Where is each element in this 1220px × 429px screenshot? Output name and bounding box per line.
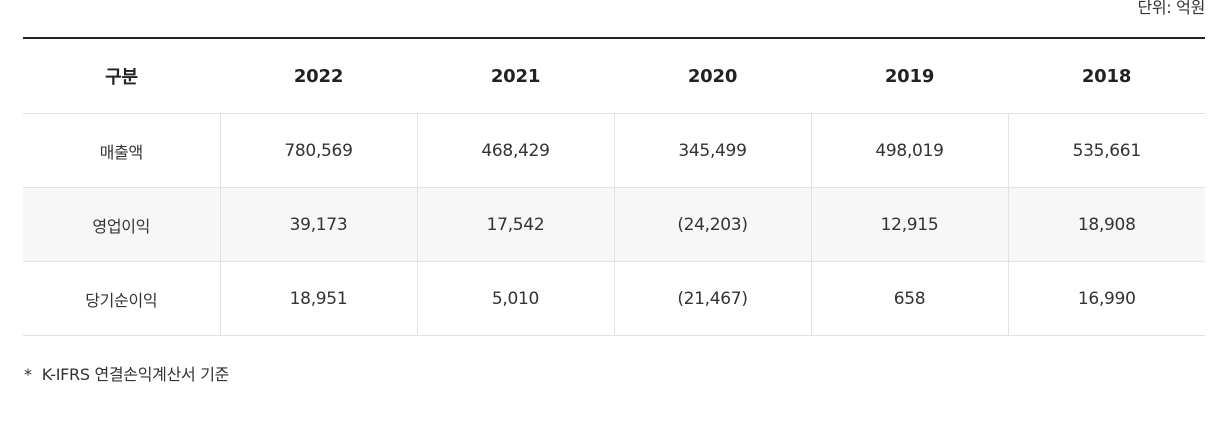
table-cell: 345,499 bbox=[613, 113, 811, 188]
footnote-marker: * bbox=[24, 365, 32, 384]
footnote: * K-IFRS 연결손익계산서 기준 bbox=[24, 361, 229, 385]
table-row-net-income: 당기순이익 18,951 5,010 (21,467) 658 16,990 bbox=[23, 261, 1205, 336]
table-cell: 16,990 bbox=[1007, 261, 1205, 336]
row-label: 영업이익 bbox=[23, 187, 220, 262]
header-row: 구분 2022 2021 2020 2019 2018 bbox=[23, 38, 1205, 114]
table-cell: 18,908 bbox=[1007, 187, 1205, 262]
table-cell: 17,542 bbox=[416, 187, 614, 262]
table-cell: 780,569 bbox=[219, 113, 417, 188]
footnote-text: K-IFRS 연결손익계산서 기준 bbox=[41, 365, 230, 384]
row-label: 당기순이익 bbox=[23, 261, 220, 336]
header-year-2019: 2019 bbox=[811, 38, 1008, 114]
table-cell: 468,429 bbox=[416, 113, 614, 188]
table-cell: (24,203) bbox=[613, 187, 811, 262]
table-cell: 39,173 bbox=[219, 187, 417, 262]
header-year-2022: 2022 bbox=[220, 38, 417, 114]
table-cell: 12,915 bbox=[810, 187, 1008, 262]
row-label: 매출액 bbox=[23, 113, 220, 188]
header-year-2020: 2020 bbox=[614, 38, 811, 114]
header-year-2021: 2021 bbox=[417, 38, 614, 114]
table-cell: 658 bbox=[810, 261, 1008, 336]
table-cell: 498,019 bbox=[810, 113, 1008, 188]
table-row-revenue: 매출액 780,569 468,429 345,499 498,019 535,… bbox=[23, 113, 1205, 188]
table-cell: 535,661 bbox=[1007, 113, 1205, 188]
financial-table: 구분 2022 2021 2020 2019 2018 매출액 780,569 … bbox=[23, 37, 1205, 336]
header-year-2018: 2018 bbox=[1008, 38, 1205, 114]
unit-label: 단위: 억원 bbox=[1137, 0, 1205, 17]
table-cell: 18,951 bbox=[219, 261, 417, 336]
header-category: 구분 bbox=[23, 38, 220, 114]
table-cell: 5,010 bbox=[416, 261, 614, 336]
table-cell: (21,467) bbox=[613, 261, 811, 336]
table-row-operating-profit: 영업이익 39,173 17,542 (24,203) 12,915 18,90… bbox=[23, 187, 1205, 262]
